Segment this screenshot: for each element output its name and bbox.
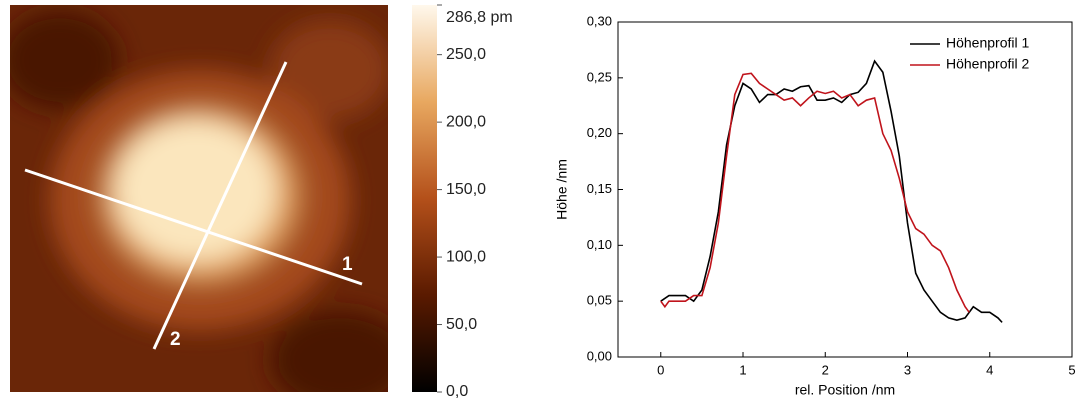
line-series xyxy=(660,59,1003,323)
y-tick-label: 0,30 xyxy=(587,13,612,28)
colorbar-label: 200,0 xyxy=(446,113,486,130)
colorbar-label: 0,0 xyxy=(446,383,468,400)
x-tick-label: 0 xyxy=(657,362,664,377)
profile-line xyxy=(152,61,288,350)
plot-frame xyxy=(617,21,1073,358)
colorbar-label: 100,0 xyxy=(446,248,486,265)
annotation: 1 xyxy=(342,254,353,275)
y-tick-label: 0,15 xyxy=(587,181,612,196)
afm-image: 1 2 xyxy=(10,5,388,392)
x-tick-label: 1 xyxy=(739,362,746,377)
y-tick-label: 0,10 xyxy=(587,237,612,252)
annotation: 2 xyxy=(170,329,181,350)
y-tick-label: 0,00 xyxy=(587,348,612,363)
x-tick-label: 5 xyxy=(1068,362,1075,377)
x-tick-label: 2 xyxy=(822,362,829,377)
line-series xyxy=(660,72,970,313)
colorbar xyxy=(412,5,437,392)
colorbar-label: 250,0 xyxy=(446,46,486,63)
colorbar-label: 150,0 xyxy=(446,181,486,198)
colorbar-label: 286,8 pm xyxy=(446,9,513,26)
legend-label: Höhenprofil 2 xyxy=(946,56,1029,72)
profile-line xyxy=(24,168,363,286)
y-tick-label: 0,20 xyxy=(587,125,612,140)
x-tick-label: 4 xyxy=(986,362,993,377)
x-axis-label: rel. Position /nm xyxy=(795,382,895,398)
legend-label: Höhenprofil 1 xyxy=(946,35,1029,51)
colorbar-label: 50,0 xyxy=(446,316,477,333)
y-tick-label: 0,25 xyxy=(587,69,612,84)
x-tick-label: 3 xyxy=(904,362,911,377)
y-tick-label: 0,05 xyxy=(587,293,612,308)
y-axis-label: Höhe /nm xyxy=(554,159,570,220)
